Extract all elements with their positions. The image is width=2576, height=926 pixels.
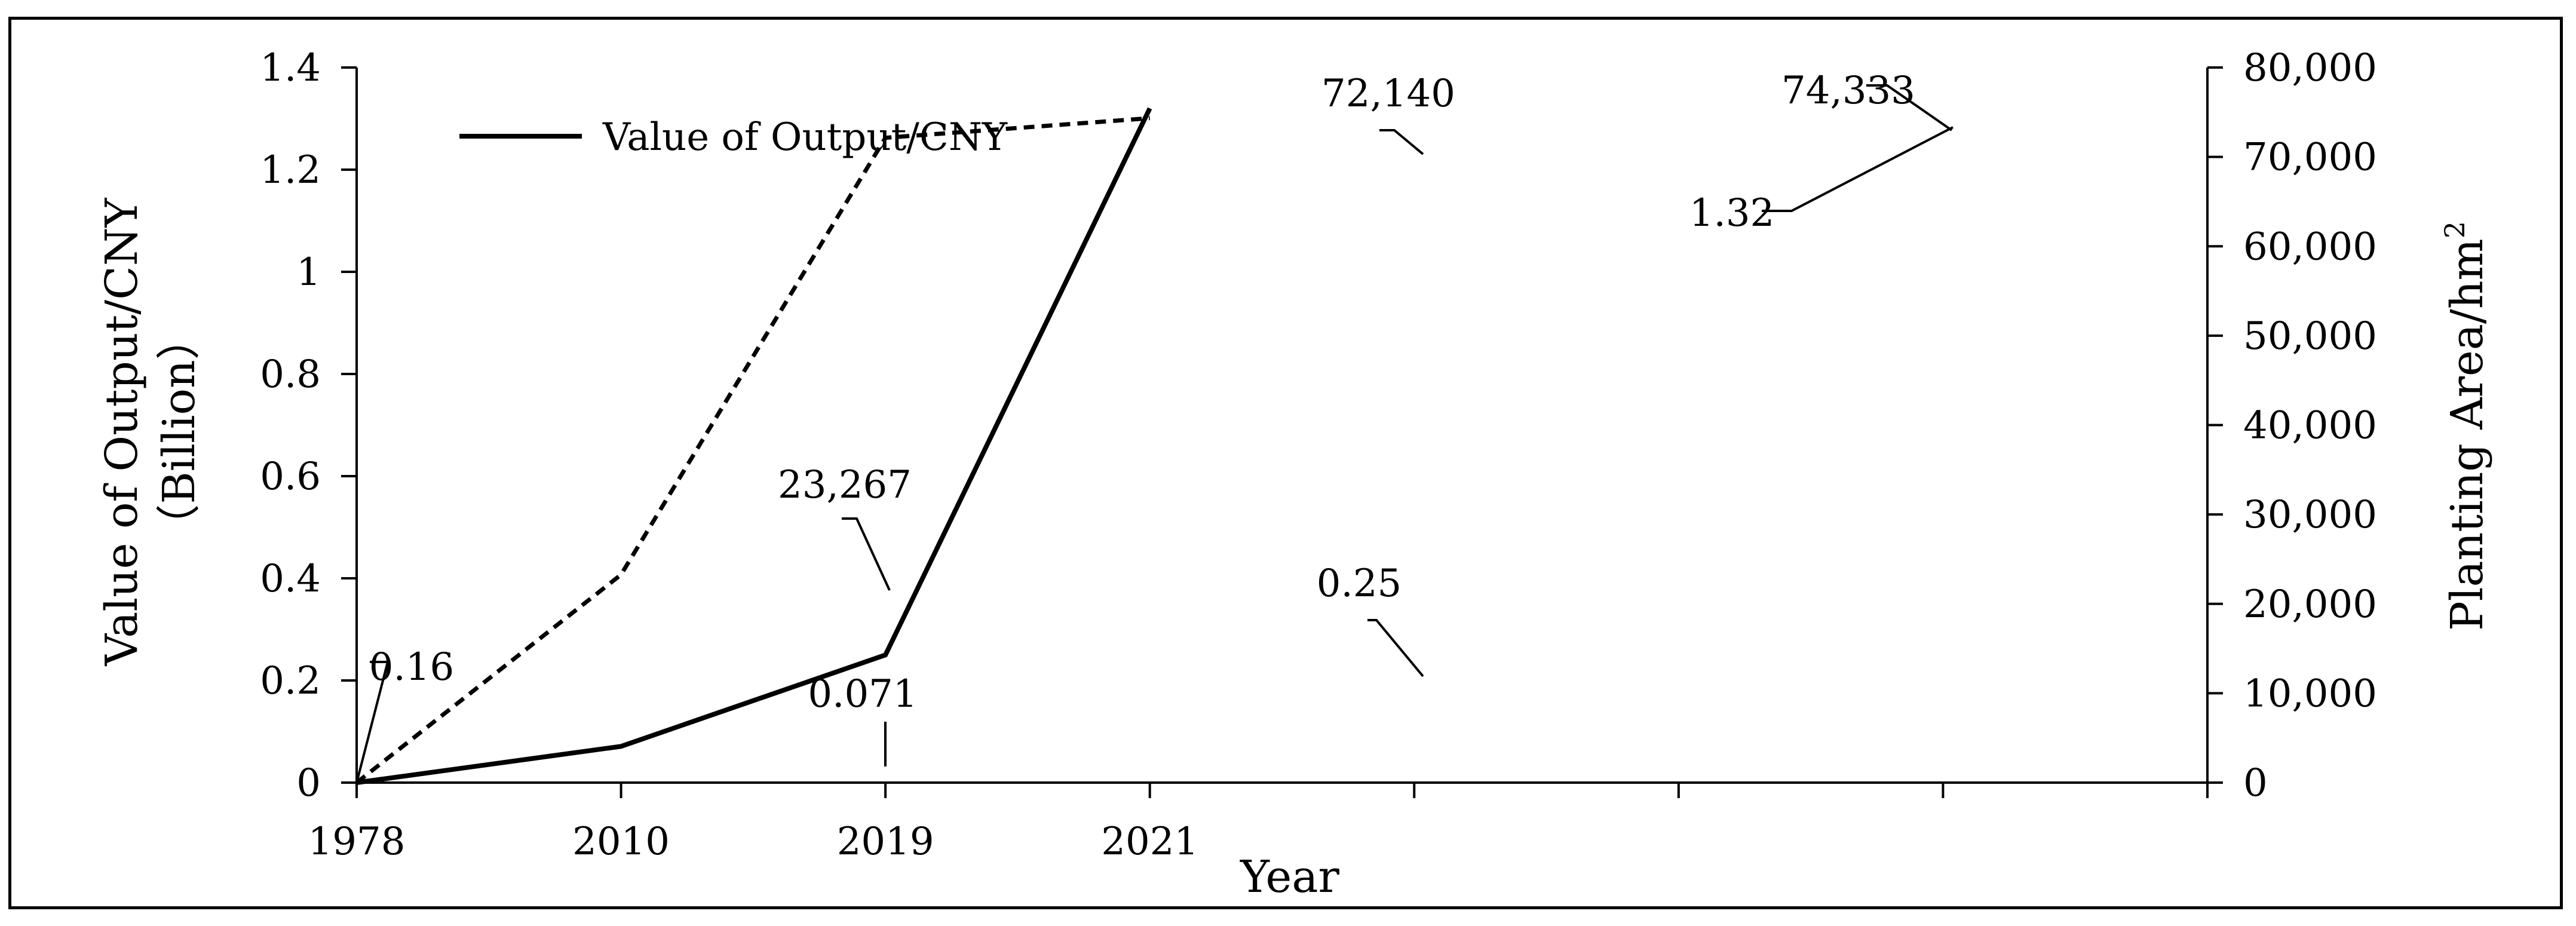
- y-tick-label: 1.2: [260, 148, 321, 192]
- y-tick-label: 1: [296, 250, 321, 295]
- x-axis-title: Year: [1240, 851, 1339, 903]
- data-label-leader: [1379, 129, 1424, 155]
- data-label: 0.16: [369, 645, 455, 689]
- y2-tick-label: 40,000: [2243, 404, 2377, 448]
- y2-axis-title-group: Planting Area/hm2: [2439, 221, 2493, 631]
- data-label-leader: [1866, 84, 1953, 131]
- y2-tick-label: 30,000: [2243, 493, 2377, 537]
- y-axis-title-group: Value of Output/CNY （Billion）: [96, 197, 205, 666]
- data-label-leader: [1762, 126, 1954, 212]
- chart-frame: 1978 2010 2019 2021 0 0.2 0.4 0.6 0.8 1 1.2 1.4 0 10,…: [8, 17, 2563, 909]
- data-label-leader: [355, 661, 390, 783]
- y2-tick-label: 20,000: [2243, 582, 2377, 627]
- data-label: 72,140: [1321, 72, 1455, 116]
- x-tick-label: 2019: [837, 820, 934, 864]
- y-tick-label: 0.4: [260, 557, 321, 601]
- y2-tick-label: 50,000: [2243, 314, 2377, 358]
- line-chart: 1978 2010 2019 2021 0 0.2 0.4 0.6 0.8 1 1.2 1.4 0 10,…: [96, 46, 2493, 903]
- y2-tick-label: 80,000: [2243, 46, 2377, 90]
- y-axis-title-unit: （Billion）: [154, 315, 205, 548]
- y2-tick-label: 10,000: [2243, 671, 2377, 716]
- y-tick-label: 0: [296, 761, 321, 805]
- x-tick-label: 2021: [1101, 820, 1198, 864]
- legend-label: Value of Output/CNY: [602, 115, 1008, 160]
- data-label-leader: [1367, 619, 1424, 677]
- y-tick-label: 1.4: [260, 46, 321, 90]
- y-tick-label: 0.2: [260, 659, 321, 703]
- y2-axis-title-text: Planting Area/hm: [2442, 238, 2493, 631]
- data-label: 1.32: [1689, 191, 1775, 235]
- data-label: 74,333: [1781, 69, 1915, 113]
- data-label-leader: [842, 517, 891, 591]
- y-tick-label: 0.8: [260, 352, 321, 397]
- y-axis-title: Value of Output/CNY: [96, 197, 148, 666]
- x-tick-label: 2010: [572, 820, 670, 864]
- y2-tick-label: 60,000: [2243, 225, 2377, 269]
- data-label: 0.071: [808, 672, 917, 716]
- x-tick-label: 1978: [308, 820, 406, 864]
- y-tick-label: 0.6: [260, 455, 321, 499]
- y2-axis-title: Planting Area/hm2: [2439, 221, 2493, 631]
- data-label: 23,267: [778, 463, 912, 507]
- y2-tick-label: 70,000: [2243, 136, 2377, 180]
- data-label: 0.25: [1317, 562, 1402, 606]
- series-line-dashed: [355, 116, 1150, 784]
- y2-axis-title-superscript: 2: [2439, 221, 2471, 238]
- y2-tick-label: 0: [2243, 761, 2268, 805]
- series-line-solid: [356, 107, 1152, 785]
